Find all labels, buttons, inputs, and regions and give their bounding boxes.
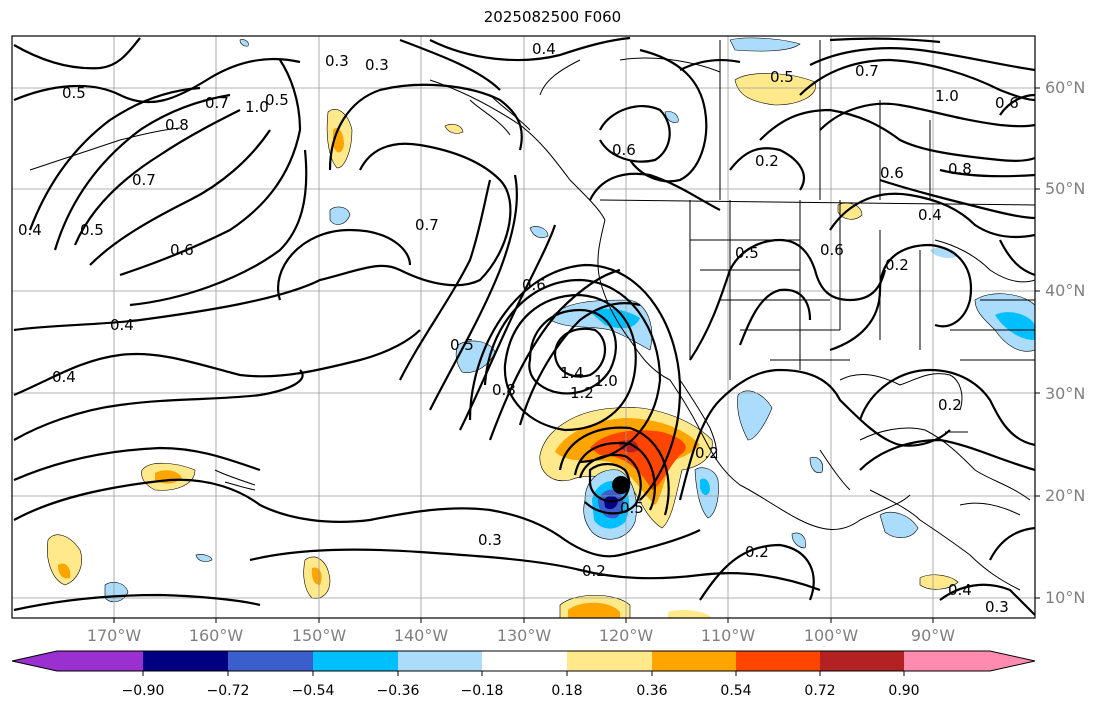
contour-label: 0.7 — [855, 62, 879, 80]
contour-label: 0.5 — [735, 244, 759, 262]
colorbar-tick-label: −0.36 — [376, 683, 420, 699]
contour-label: 1.0 — [935, 87, 959, 105]
contour-label: 0.5 — [450, 336, 474, 354]
contour-label: 1.2 — [570, 384, 594, 402]
colorbar-tick-label: 0.54 — [720, 683, 752, 699]
contour-label: 0.6 — [170, 241, 194, 259]
contour-label: 0.5 — [62, 84, 86, 102]
contour-labels: 0.3 0.3 0.4 0.5 0.5 0.7 0.8 0.7 1.0 0.4 … — [18, 40, 1019, 616]
contour-label: 0.6 — [522, 276, 546, 294]
contour-label: 0.2 — [755, 152, 779, 170]
contour-label: 0.3 — [478, 531, 502, 549]
lat-label: 30°N — [1045, 384, 1086, 403]
contour-label: 1.0 — [245, 98, 269, 116]
lat-label: 10°N — [1045, 588, 1086, 607]
lat-label: 20°N — [1045, 486, 1086, 505]
colorbar-tick-label: 0.18 — [551, 683, 583, 699]
contour-label: 0.2 — [582, 562, 606, 580]
contour-label: 0.5 — [620, 499, 644, 517]
colorbar-tick-label: −0.72 — [206, 683, 250, 699]
lon-label: 170°W — [86, 626, 142, 645]
colorbar-tick-label: 0.36 — [636, 683, 668, 699]
contour-label: 0.4 — [918, 206, 942, 224]
contour-label: 0.6 — [995, 94, 1019, 112]
contour-label: 0.6 — [820, 241, 844, 259]
colorbar-tick-label: −0.18 — [460, 683, 504, 699]
contour-label: 0.3 — [985, 598, 1009, 616]
colorbar — [11, 650, 1036, 676]
contour-label: 1.4 — [560, 364, 584, 382]
contour-label: 0.4 — [532, 40, 556, 58]
colorbar-tick-label: 0.90 — [888, 683, 920, 699]
lon-label: 130°W — [496, 626, 552, 645]
gridlines — [12, 36, 1035, 618]
contour-label: 0.4 — [110, 316, 134, 334]
contour-label: 0.5 — [770, 68, 794, 86]
storm-center-marker — [612, 476, 630, 494]
map-title: 2025082500 F060 — [483, 8, 622, 26]
colorbar-upper-extension — [990, 651, 1035, 671]
contour-label: 0.7 — [415, 216, 439, 234]
contours — [13, 36, 1035, 616]
contour-label: 0.3 — [365, 56, 389, 74]
contour-label: 0.2 — [745, 543, 769, 561]
lon-label: 90°W — [910, 626, 956, 645]
contour-label: 1.0 — [594, 372, 618, 390]
contour-label: 0.6 — [880, 164, 904, 182]
lon-label: 110°W — [700, 626, 756, 645]
contour-label: 0.8 — [492, 381, 516, 399]
lon-label: 160°W — [188, 626, 244, 645]
contour-label: 0.3 — [325, 52, 349, 70]
colorbar-tick-label: −0.90 — [121, 683, 165, 699]
contour-label: 0.7 — [205, 94, 229, 112]
lon-label: 140°W — [393, 626, 449, 645]
contour-label: 0.4 — [52, 368, 76, 386]
lon-label: 150°W — [291, 626, 347, 645]
lat-label: 50°N — [1045, 179, 1086, 198]
contour-label: 0.2 — [695, 444, 719, 462]
lat-label: 60°N — [1045, 78, 1086, 97]
lat-label: 40°N — [1045, 281, 1086, 300]
contour-label: 0.4 — [18, 221, 42, 239]
colorbar-tick-label: −0.54 — [291, 683, 335, 699]
lon-label: 120°W — [598, 626, 654, 645]
axis-ticks — [113, 87, 1040, 623]
contour-label: 0.2 — [885, 256, 909, 274]
contour-label: 0.8 — [165, 116, 189, 134]
contour-label: 0.6 — [612, 141, 636, 159]
contour-label: 0.5 — [80, 221, 104, 239]
contour-label: 0.2 — [938, 396, 962, 414]
lon-label: 100°W — [803, 626, 859, 645]
contour-label: 0.7 — [132, 171, 156, 189]
colorbar-tick-label: 0.72 — [804, 683, 836, 699]
contour-label: 0.5 — [265, 91, 289, 109]
colorbar-lower-extension — [12, 651, 57, 671]
contour-label: 0.4 — [948, 581, 972, 599]
contour-label: 0.8 — [948, 160, 972, 178]
